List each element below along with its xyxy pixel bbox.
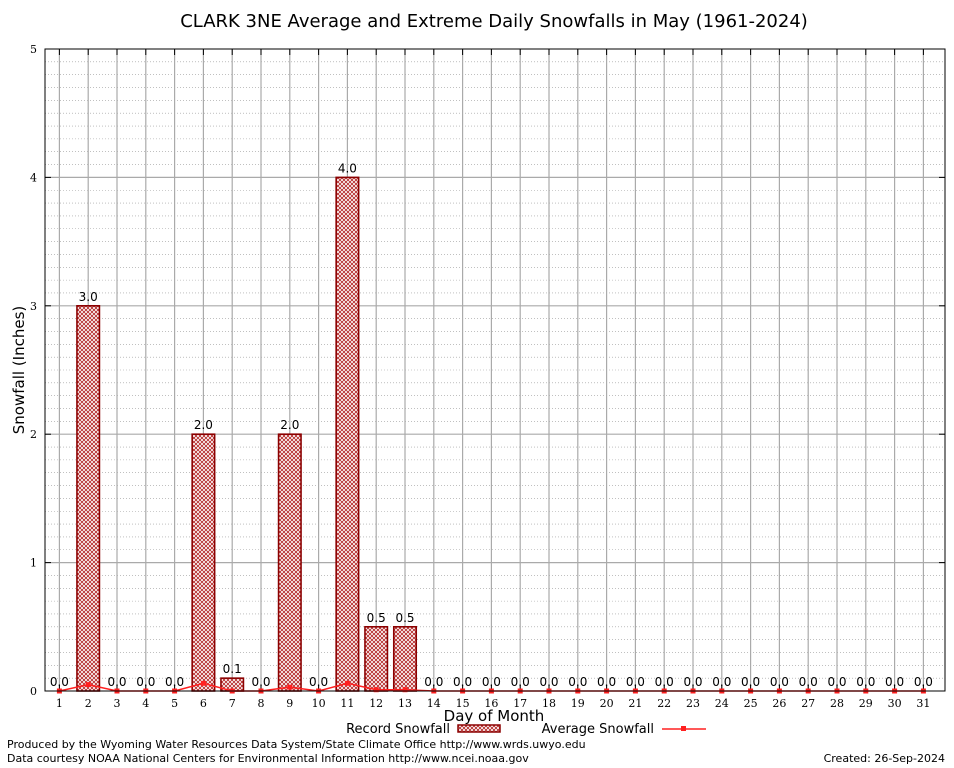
grid (45, 49, 945, 691)
record-bars (76, 176, 418, 692)
legend: Record Snowfall Average Snowfall (346, 722, 706, 737)
x-tick-label: 22 (657, 697, 671, 710)
x-tick-label: 27 (801, 697, 815, 710)
bar-value-label: 0.0 (453, 675, 472, 689)
x-tick-label: 21 (628, 697, 642, 710)
x-tick-labels: 1 2 3 4 5 6 7 8 9 10 11 12 13 14 15 16 17 18 19 20 21 22 23 24 2… (56, 697, 931, 710)
bar-value-label: 0.5 (395, 611, 414, 625)
y-tick-label: 1 (30, 557, 37, 570)
x-tick-label: 6 (200, 697, 207, 710)
x-tick-label: 24 (715, 697, 729, 710)
x-tick-label: 19 (571, 697, 585, 710)
bar-value-label: 0.0 (50, 675, 69, 689)
bar-value-label: 0.0 (655, 675, 674, 689)
bar-value-label: 0.0 (568, 675, 587, 689)
x-tick-label: 12 (369, 697, 383, 710)
x-tick-label: 10 (312, 697, 326, 710)
x-tick-label: 1 (56, 697, 63, 710)
bar-value-label: 0.0 (136, 675, 155, 689)
average-point (85, 682, 91, 688)
bar-value-label: 0.1 (223, 662, 242, 676)
y-tick-label: 2 (30, 428, 37, 441)
x-tick-label: 18 (542, 697, 556, 710)
x-tick-label: 11 (340, 697, 354, 710)
y-tick-label: 3 (30, 300, 37, 313)
bar-value-label: 0.0 (770, 675, 789, 689)
bar-value-label: 0.0 (885, 675, 904, 689)
bar-value-label: 0.0 (511, 675, 530, 689)
x-tick-label: 3 (114, 697, 121, 710)
average-point (373, 687, 379, 693)
y-axis-title: Snowfall (Inches) (10, 306, 28, 434)
bar-value-label: 0.5 (367, 611, 386, 625)
x-tick-label: 2 (85, 697, 92, 710)
bar-value-label: 0.0 (827, 675, 846, 689)
x-tick-label: 4 (142, 697, 149, 710)
x-tick-label: 14 (427, 697, 441, 710)
x-tick-label: 23 (686, 697, 700, 710)
average-point (200, 680, 206, 686)
x-tick-label: 30 (888, 697, 902, 710)
average-point (402, 687, 408, 693)
footer-data-courtesy: Data courtesy NOAA National Centers for … (7, 752, 529, 765)
x-tick-label: 25 (744, 697, 758, 710)
bar-value-label: 0.0 (856, 675, 875, 689)
bar-value-label: 0.0 (309, 675, 328, 689)
y-tick-label: 4 (30, 171, 37, 184)
bar-value-label: 0.0 (482, 675, 501, 689)
record-bar (76, 304, 101, 692)
record-bar (364, 625, 389, 692)
legend-swatch-record (457, 724, 501, 733)
x-tick-label: 13 (398, 697, 412, 710)
bar-value-label: 2.0 (194, 418, 213, 432)
x-tick-label: 7 (229, 697, 236, 710)
x-tick-label: 26 (772, 697, 786, 710)
bar-value-label: 0.0 (107, 675, 126, 689)
bar-value-label: 2.0 (280, 418, 299, 432)
record-bar (335, 176, 360, 692)
bar-value-label: 0.0 (165, 675, 184, 689)
bar-value-label: 0.0 (626, 675, 645, 689)
y-tick-labels: 0 1 2 3 4 5 (30, 43, 37, 698)
bar-value-label: 4.0 (338, 161, 357, 175)
y-tick-label: 0 (30, 685, 37, 698)
bar-value-label: 0.0 (741, 675, 760, 689)
x-tick-label: 31 (916, 697, 930, 710)
record-bar (392, 625, 418, 692)
footer-created: Created: 26-Sep-2024 (824, 752, 945, 765)
x-tick-label: 8 (258, 697, 265, 710)
x-tick-label: 16 (484, 697, 498, 710)
bar-value-label: 0.0 (251, 675, 270, 689)
x-tick-label: 5 (171, 697, 178, 710)
chart-title: CLARK 3NE Average and Extreme Daily Snow… (180, 11, 808, 32)
x-tick-label: 15 (456, 697, 470, 710)
bar-value-label: 0.0 (914, 675, 933, 689)
x-tick-label: 17 (513, 697, 527, 710)
legend-swatch-average-marker (681, 726, 686, 731)
legend-label-record: Record Snowfall (346, 722, 450, 737)
bar-value-label: 3.0 (79, 290, 98, 304)
bar-value-labels: 0.0 3.0 0.0 0.0 0.0 2.0 0.1 0.0 2.0 0.0 4.0 0.5 0.5 0… (50, 161, 933, 689)
x-tick-label: 20 (600, 697, 614, 710)
bar-value-label: 0.0 (712, 675, 731, 689)
x-tick-label: 29 (859, 697, 873, 710)
x-axis-title: Day of Month (444, 707, 545, 725)
legend-label-average: Average Snowfall (542, 722, 654, 737)
bar-value-label: 0.0 (597, 675, 616, 689)
record-bar (277, 433, 302, 692)
average-point (344, 680, 350, 686)
plot-frame (44, 48, 946, 692)
x-tick-label: 28 (830, 697, 844, 710)
bar-value-label: 0.0 (424, 675, 443, 689)
average-point (287, 684, 293, 690)
x-tick-label: 9 (286, 697, 293, 710)
record-bar (191, 433, 216, 692)
bar-value-label: 0.0 (799, 675, 818, 689)
bar-value-label: 0.0 (539, 675, 558, 689)
y-tick-label: 5 (30, 43, 37, 56)
footer-produced-by: Produced by the Wyoming Water Resources … (7, 738, 586, 751)
bar-value-label: 0.0 (683, 675, 702, 689)
